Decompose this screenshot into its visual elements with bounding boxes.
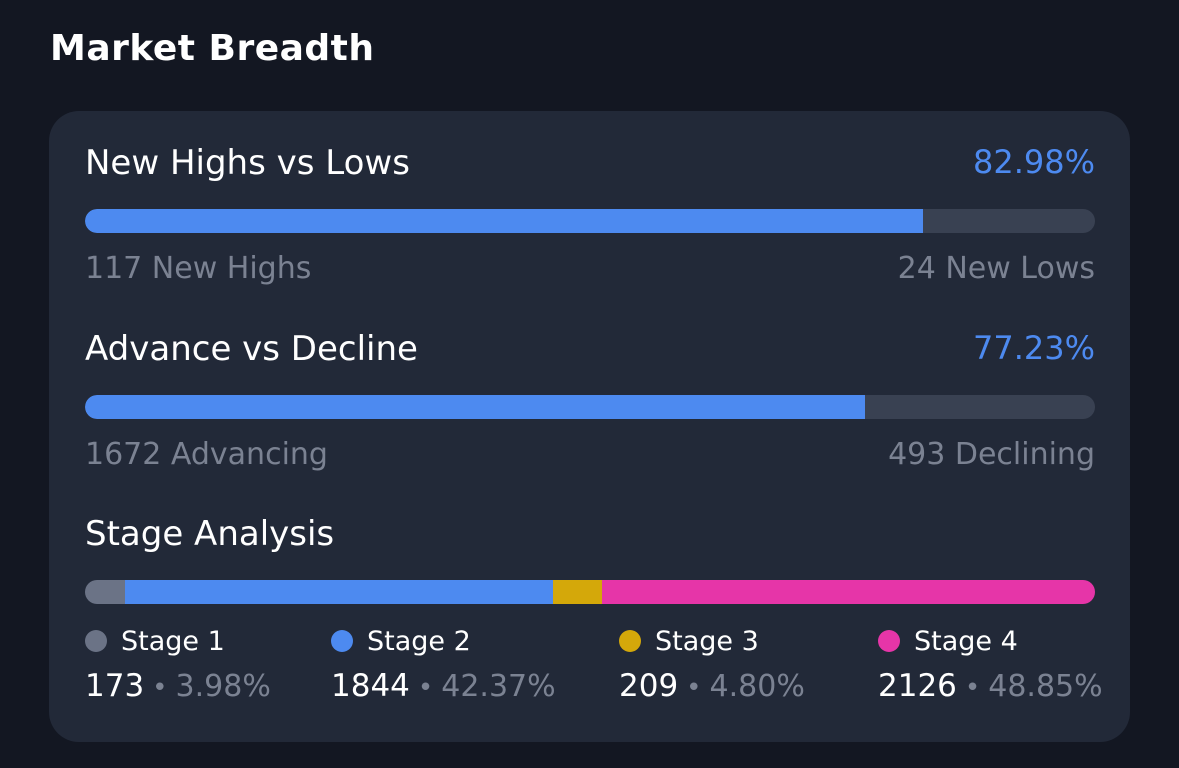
highs-lows-percent: 82.98% <box>972 143 1095 181</box>
stage-1-percent: 3.98% <box>175 669 271 704</box>
stage-3-percent: 4.80% <box>709 669 805 704</box>
advance-decline-title: Advance vs Decline <box>85 329 418 369</box>
new-highs-count: 117 New Highs <box>85 251 312 286</box>
stage-3-separator: • <box>686 673 702 703</box>
stage-2-label: Stage 2 <box>367 625 471 657</box>
market-breadth-card: New Highs vs Lows 82.98% 117 New Highs 2… <box>49 111 1130 742</box>
stage-2-legend: Stage 2 1844 • 42.37% <box>331 624 556 704</box>
stage-2-separator: • <box>417 673 434 703</box>
stage-3-segment <box>553 580 602 604</box>
stage-3-label: Stage 3 <box>655 625 759 657</box>
stage-1-segment <box>85 580 126 604</box>
stage-analysis-title: Stage Analysis <box>85 514 335 554</box>
stage-analysis-section: Stage Analysis Stage 1 173 • 3.98% Stage 2 <box>85 514 1103 714</box>
stage-1-label: Stage 1 <box>121 625 225 657</box>
advance-decline-bar-fill <box>85 395 866 419</box>
stage-2-dot-icon <box>331 630 353 652</box>
advance-decline-bar-track <box>85 395 1095 419</box>
stage-distribution-bar <box>85 580 1095 604</box>
stage-2-count: 1844 <box>331 668 410 704</box>
declining-count: 493 Declining <box>888 437 1095 472</box>
stage-1-count: 173 <box>85 668 145 704</box>
highs-lows-bar-track <box>85 209 1095 233</box>
highs-lows-bar-fill <box>85 209 924 233</box>
stage-1-legend: Stage 1 173 • 3.98% <box>85 624 271 704</box>
stage-4-percent: 48.85% <box>988 669 1103 704</box>
stage-1-separator: • <box>152 673 168 703</box>
advance-decline-percent: 77.23% <box>972 329 1095 367</box>
new-lows-count: 24 New Lows <box>897 251 1095 286</box>
stage-2-percent: 42.37% <box>441 669 556 704</box>
page-title: Market Breadth <box>50 28 375 69</box>
stage-4-separator: • <box>964 673 981 703</box>
highs-lows-section: New Highs vs Lows 82.98% 117 New Highs 2… <box>85 143 1095 293</box>
stage-4-dot-icon <box>878 630 900 652</box>
stage-3-count: 209 <box>619 668 679 704</box>
advancing-count: 1672 Advancing <box>85 437 328 472</box>
stage-1-dot-icon <box>85 630 107 652</box>
advance-decline-section: Advance vs Decline 77.23% 1672 Advancing… <box>85 329 1095 479</box>
stage-3-dot-icon <box>619 630 641 652</box>
stage-4-label: Stage 4 <box>914 625 1018 657</box>
stage-4-segment <box>601 580 1095 604</box>
stage-2-segment <box>125 580 554 604</box>
stage-4-legend: Stage 4 2126 • 48.85% <box>878 624 1103 704</box>
stage-4-count: 2126 <box>878 668 957 704</box>
stage-3-legend: Stage 3 209 • 4.80% <box>619 624 805 704</box>
highs-lows-title: New Highs vs Lows <box>85 143 410 183</box>
